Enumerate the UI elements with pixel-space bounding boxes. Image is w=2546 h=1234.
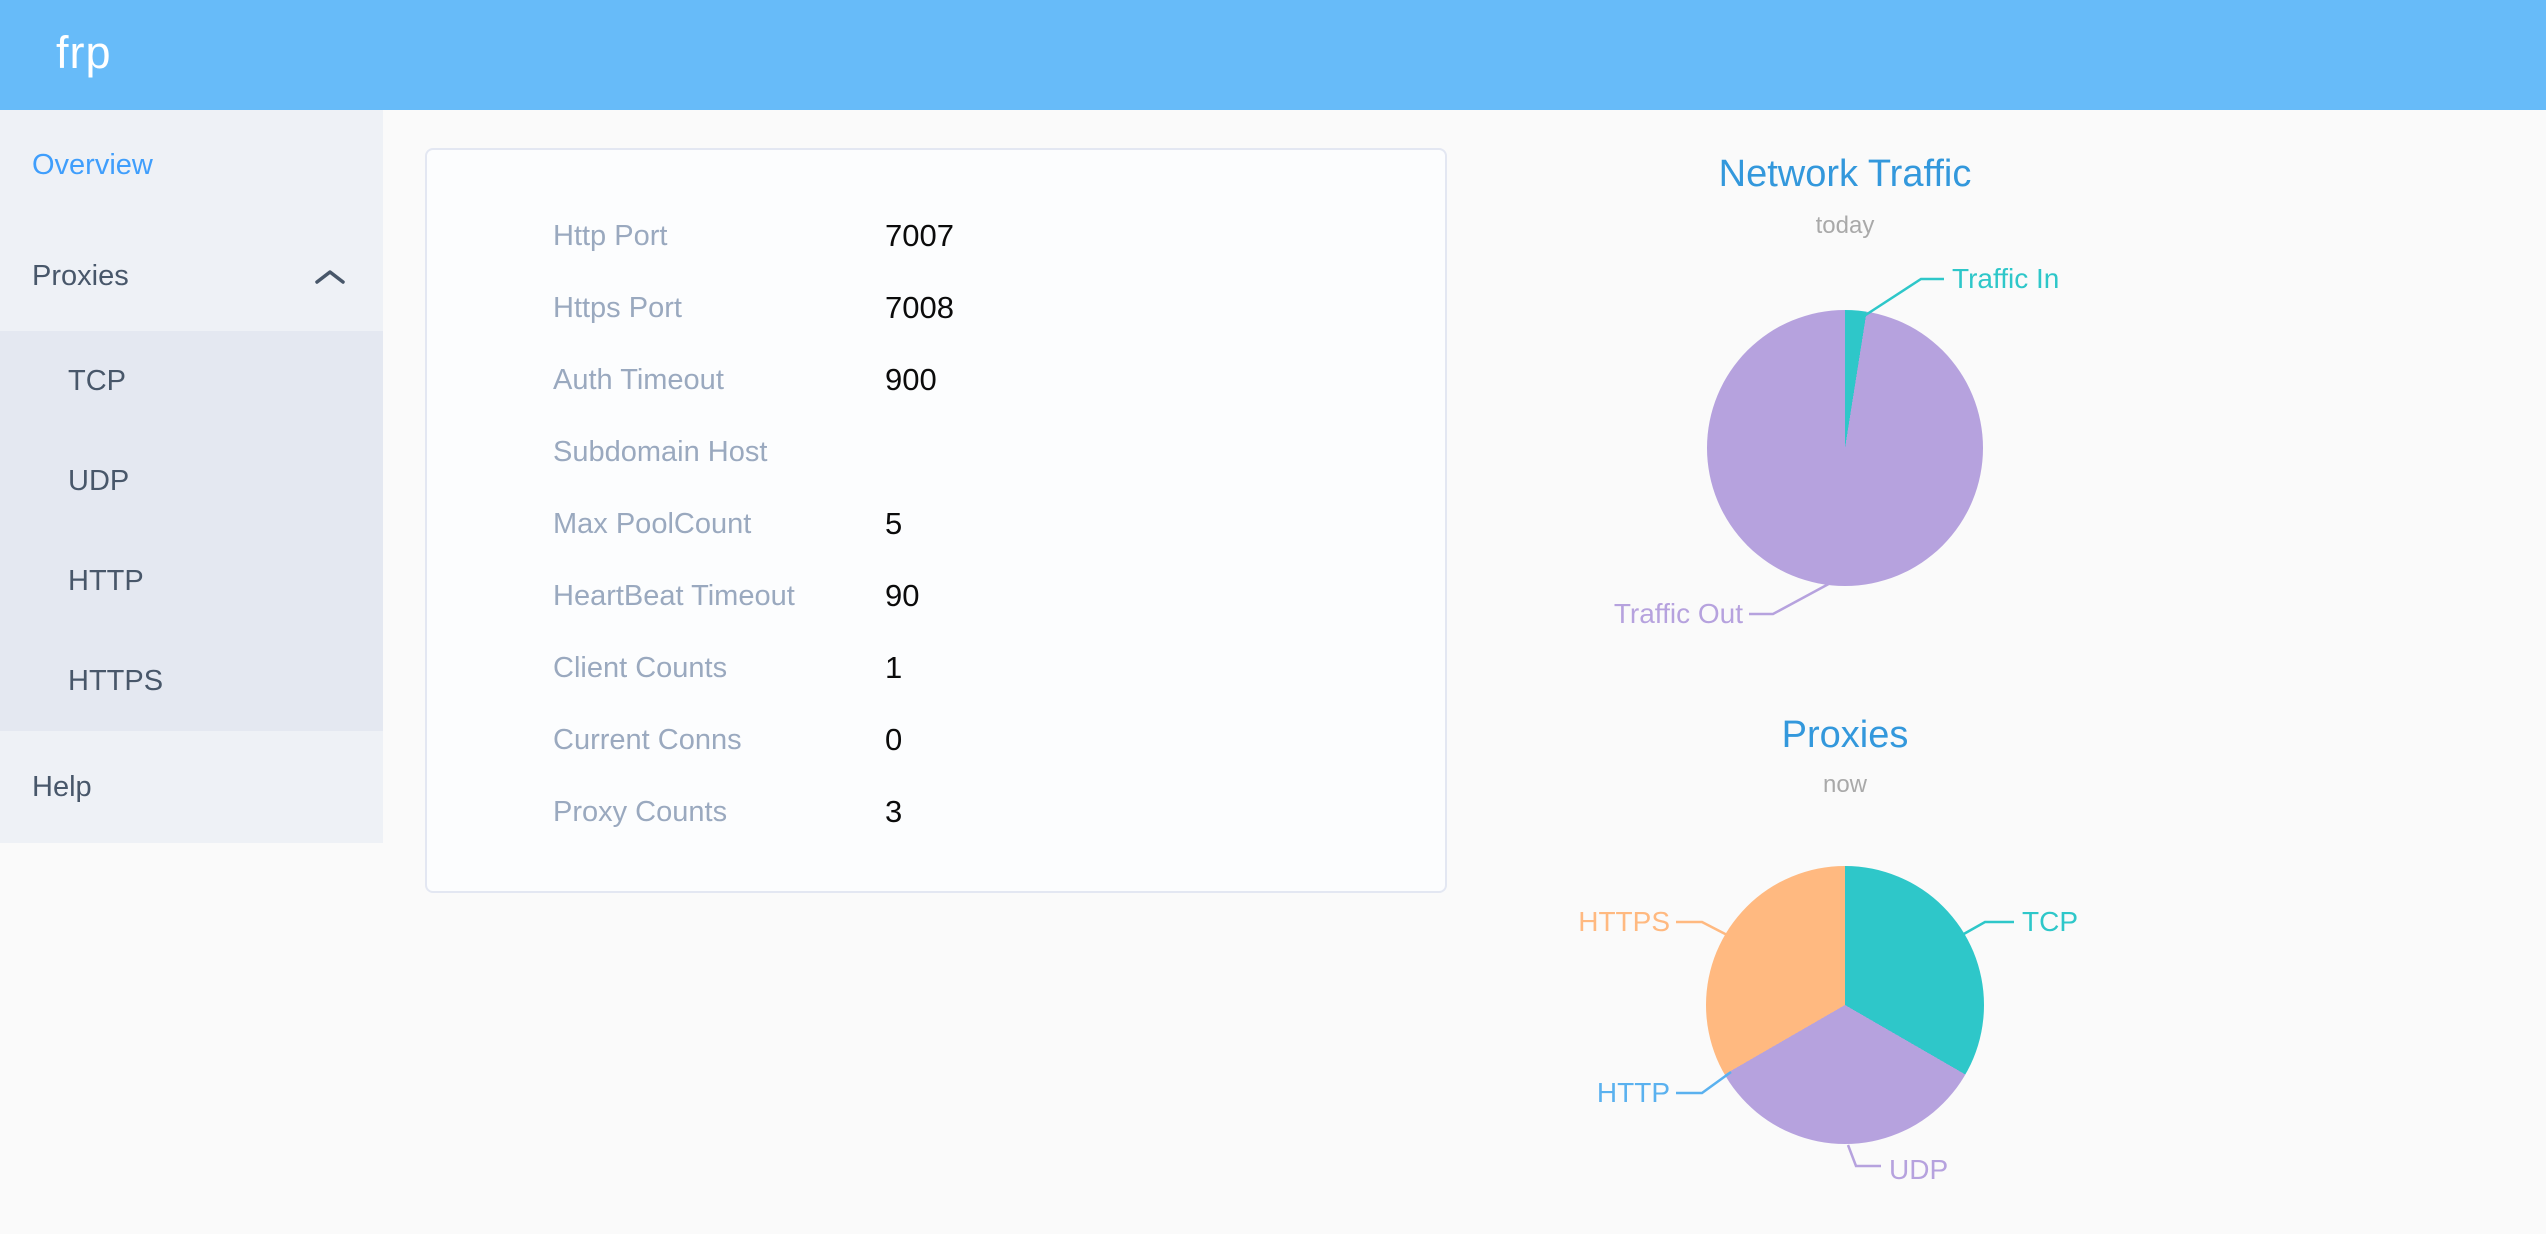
frp-logo: frp (56, 27, 112, 78)
sidebar-item-udp[interactable]: UDP (68, 465, 130, 497)
http-leader-line (1676, 1070, 1732, 1095)
info-value: 90 (885, 578, 920, 613)
proxies-chart-subtitle: now (1822, 771, 1868, 798)
info-row-proxy-counts: Proxy Counts 3 (427, 776, 1445, 848)
info-row-heartbeat-timeout: HeartBeat Timeout 90 (427, 560, 1445, 632)
traffic-out-leader-line (1749, 578, 1837, 616)
server-info-card: Http Port 7007 Https Port 7008 Auth Time… (425, 148, 1447, 893)
pie-label-traffic-in: Traffic In (1952, 263, 2060, 294)
sidebar-item-proxies[interactable]: Proxies (0, 221, 383, 331)
pie-label-udp: UDP (1889, 1154, 1949, 1185)
sidebar-item-proxies-label: Proxies (32, 260, 129, 292)
info-row-subdomain-host: Subdomain Host (427, 416, 1445, 488)
info-label: Client Counts (553, 652, 728, 684)
info-value: 0 (885, 722, 903, 757)
pie-label-tcp: TCP (2022, 906, 2078, 937)
sidebar-item-help[interactable]: Help (32, 771, 92, 803)
udp-leader-line (1846, 1144, 1881, 1168)
info-row-https-port: Https Port 7008 (427, 272, 1445, 344)
info-value: 7008 (885, 290, 954, 325)
https-leader-line (1676, 920, 1732, 939)
pie-label-http: HTTP (1596, 1077, 1670, 1108)
info-label: HeartBeat Timeout (553, 580, 795, 612)
network-traffic-pie-chart[interactable] (1707, 310, 1983, 586)
proxies-submenu: TCP UDP HTTP HTTPS (0, 331, 383, 731)
tcp-leader-line (1961, 920, 2014, 937)
info-row-current-conns: Current Conns 0 (427, 704, 1445, 776)
info-label: Https Port (553, 292, 682, 324)
info-row-max-poolcount: Max PoolCount 5 (427, 488, 1445, 560)
chevron-up-icon (315, 270, 345, 284)
info-row-auth-timeout: Auth Timeout 900 (427, 344, 1445, 416)
sidebar-item-https[interactable]: HTTPS (68, 665, 164, 697)
info-value: 1 (885, 650, 903, 685)
info-label: Current Conns (553, 724, 742, 756)
info-label: Subdomain Host (553, 436, 768, 468)
network-traffic-chart-title: Network Traffic (1718, 153, 1972, 195)
info-label: Max PoolCount (553, 508, 752, 540)
sidebar-item-overview[interactable]: Overview (32, 149, 153, 181)
info-value: 3 (885, 794, 903, 829)
charts-panel: Network Traffic today Proxies now Traffi… (1545, 110, 2245, 1234)
sidebar-item-http[interactable]: HTTP (68, 565, 144, 597)
proxies-pie-chart[interactable] (1706, 866, 1984, 1144)
info-row-http-port: Http Port 7007 (427, 200, 1445, 272)
info-label: Proxy Counts (553, 796, 728, 828)
info-label: Http Port (553, 220, 668, 252)
pie-label-https: HTTPS (1578, 906, 1670, 937)
info-value: 7007 (885, 218, 954, 253)
sidebar-item-tcp[interactable]: TCP (68, 365, 126, 397)
info-row-client-counts: Client Counts 1 (427, 632, 1445, 704)
info-label: Auth Timeout (553, 364, 724, 396)
proxies-chart-title: Proxies (1781, 714, 1909, 756)
info-value: 900 (885, 362, 937, 397)
header: frp (0, 0, 2546, 110)
pie-label-traffic-out: Traffic Out (1613, 598, 1743, 629)
sidebar: Overview Proxies TCP UDP HTTP HTTPS Help (0, 110, 383, 843)
network-traffic-chart-subtitle: today (1815, 212, 1875, 239)
info-value: 5 (885, 506, 903, 541)
